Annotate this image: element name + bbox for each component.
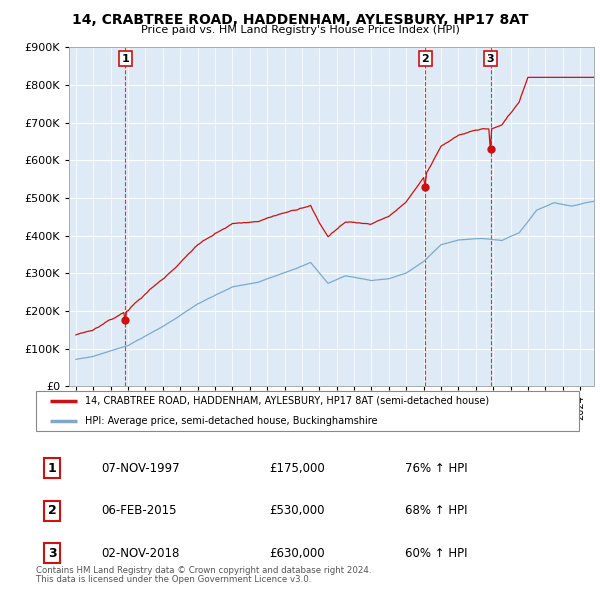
Text: 2: 2 xyxy=(421,54,429,64)
Text: 14, CRABTREE ROAD, HADDENHAM, AYLESBURY, HP17 8AT: 14, CRABTREE ROAD, HADDENHAM, AYLESBURY,… xyxy=(72,13,528,27)
Text: £530,000: £530,000 xyxy=(269,504,325,517)
Text: Contains HM Land Registry data © Crown copyright and database right 2024.: Contains HM Land Registry data © Crown c… xyxy=(36,566,371,575)
Text: 76% ↑ HPI: 76% ↑ HPI xyxy=(405,461,468,475)
Text: This data is licensed under the Open Government Licence v3.0.: This data is licensed under the Open Gov… xyxy=(36,575,311,584)
Text: 3: 3 xyxy=(487,54,494,64)
Text: 02-NOV-2018: 02-NOV-2018 xyxy=(101,546,179,560)
Text: 2: 2 xyxy=(48,504,56,517)
Text: 1: 1 xyxy=(122,54,130,64)
Text: 3: 3 xyxy=(48,546,56,560)
Text: 14, CRABTREE ROAD, HADDENHAM, AYLESBURY, HP17 8AT (semi-detached house): 14, CRABTREE ROAD, HADDENHAM, AYLESBURY,… xyxy=(85,396,489,405)
FancyBboxPatch shape xyxy=(36,391,579,431)
Text: 60% ↑ HPI: 60% ↑ HPI xyxy=(405,546,468,560)
Text: £630,000: £630,000 xyxy=(269,546,325,560)
Text: 68% ↑ HPI: 68% ↑ HPI xyxy=(405,504,468,517)
Text: 1: 1 xyxy=(48,461,56,475)
Text: Price paid vs. HM Land Registry's House Price Index (HPI): Price paid vs. HM Land Registry's House … xyxy=(140,25,460,35)
Text: 06-FEB-2015: 06-FEB-2015 xyxy=(101,504,176,517)
Text: HPI: Average price, semi-detached house, Buckinghamshire: HPI: Average price, semi-detached house,… xyxy=(85,416,377,425)
Text: 07-NOV-1997: 07-NOV-1997 xyxy=(101,461,180,475)
Text: £175,000: £175,000 xyxy=(269,461,325,475)
